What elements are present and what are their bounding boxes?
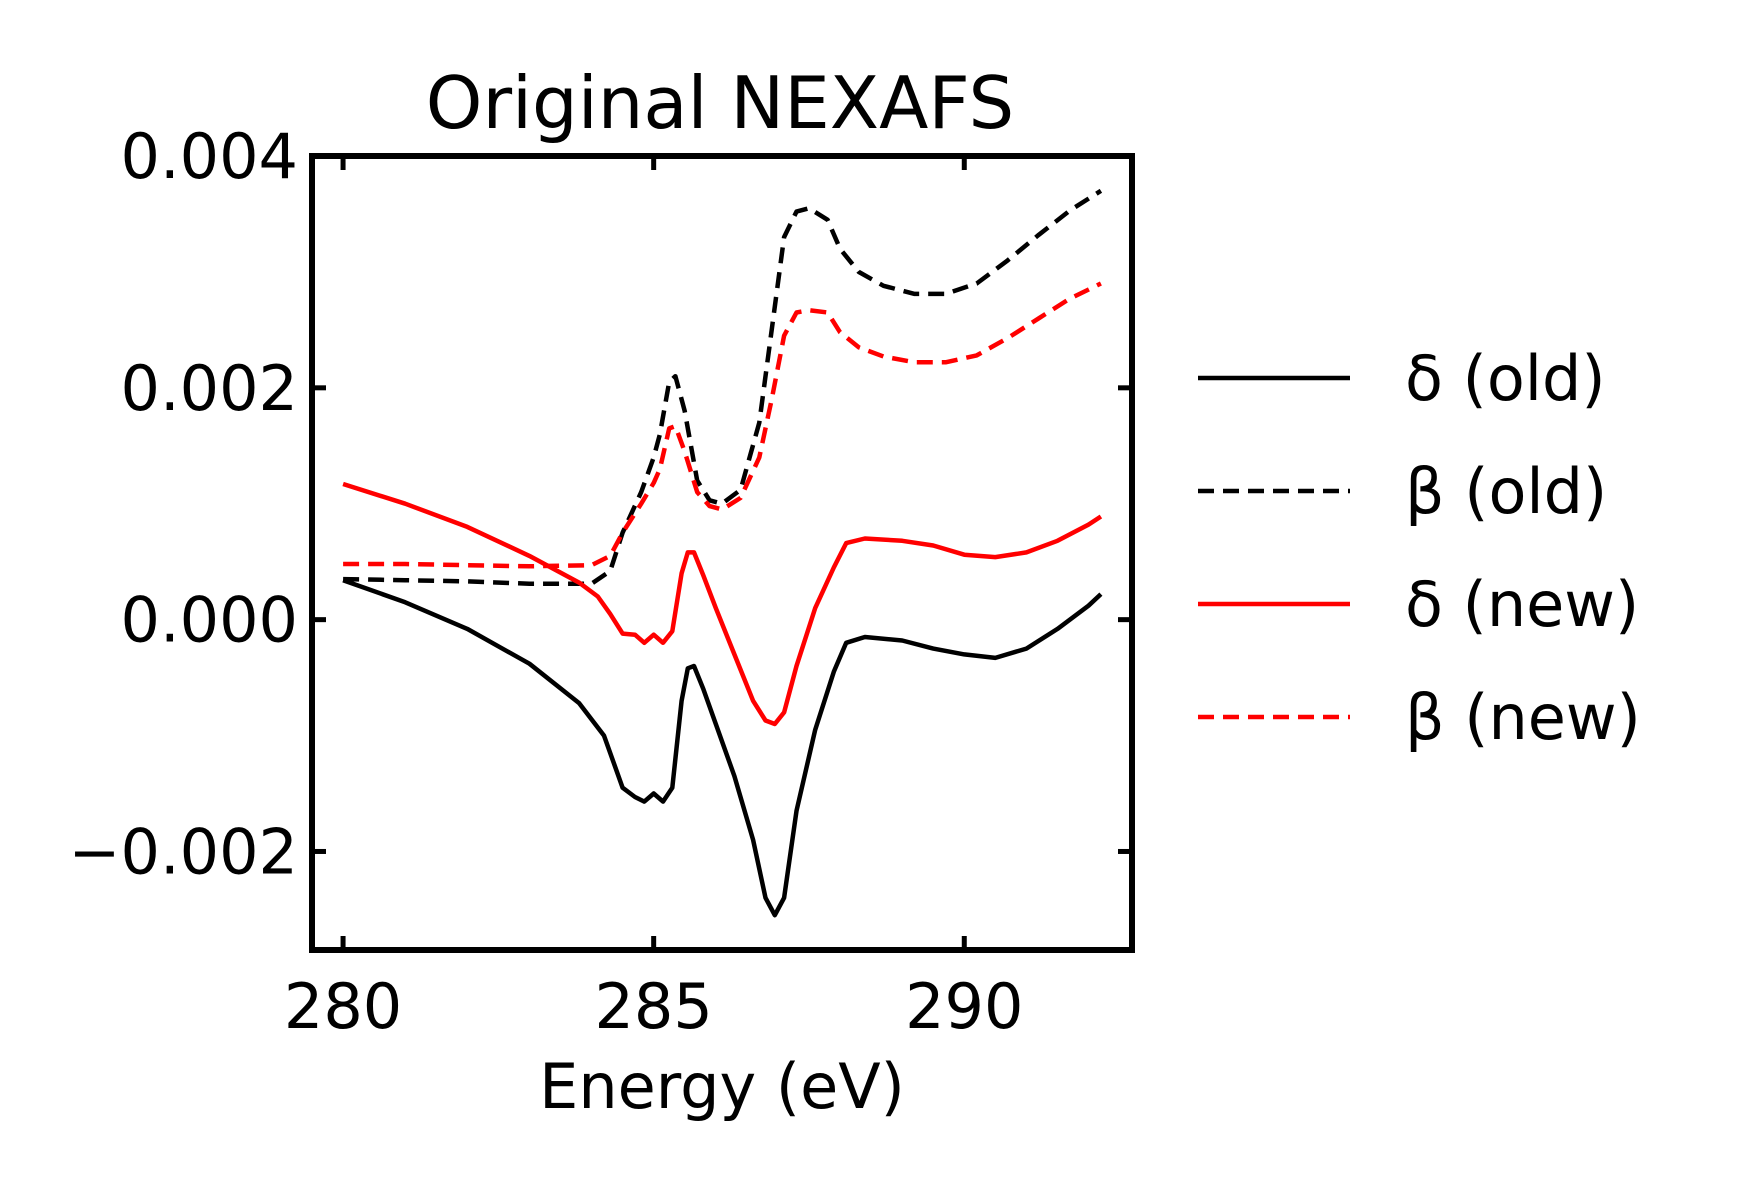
y-tick-label: 0.004 <box>121 120 299 193</box>
y-tick-label: 0.002 <box>121 352 299 425</box>
legend-label-2: δ (new) <box>1405 568 1639 641</box>
ticks-layer: 280 285 290 −0.002 0.000 0.002 0.004 <box>69 120 1132 1043</box>
series-layer <box>342 188 1103 918</box>
chart-title: Original NEXAFS <box>426 61 1014 145</box>
series-line-2 <box>342 481 1103 727</box>
legend-label-0: δ (old) <box>1405 342 1606 415</box>
series-line-0 <box>342 578 1103 918</box>
legend: δ (old) β (old) δ (new) β (new) <box>1198 342 1641 754</box>
legend-label-3: β (new) <box>1405 681 1641 754</box>
series-line-1 <box>343 188 1103 586</box>
series-line-3 <box>343 281 1102 569</box>
y-tick-label: 0.000 <box>121 584 299 657</box>
y-tick-label: −0.002 <box>69 815 298 888</box>
x-axis-label: Energy (eV) <box>539 1050 905 1123</box>
x-tick-label: 280 <box>284 970 402 1043</box>
plot-frame <box>309 153 1135 953</box>
legend-label-1: β (old) <box>1405 455 1607 528</box>
x-tick-label: 285 <box>594 970 712 1043</box>
x-tick-label: 290 <box>905 970 1023 1043</box>
